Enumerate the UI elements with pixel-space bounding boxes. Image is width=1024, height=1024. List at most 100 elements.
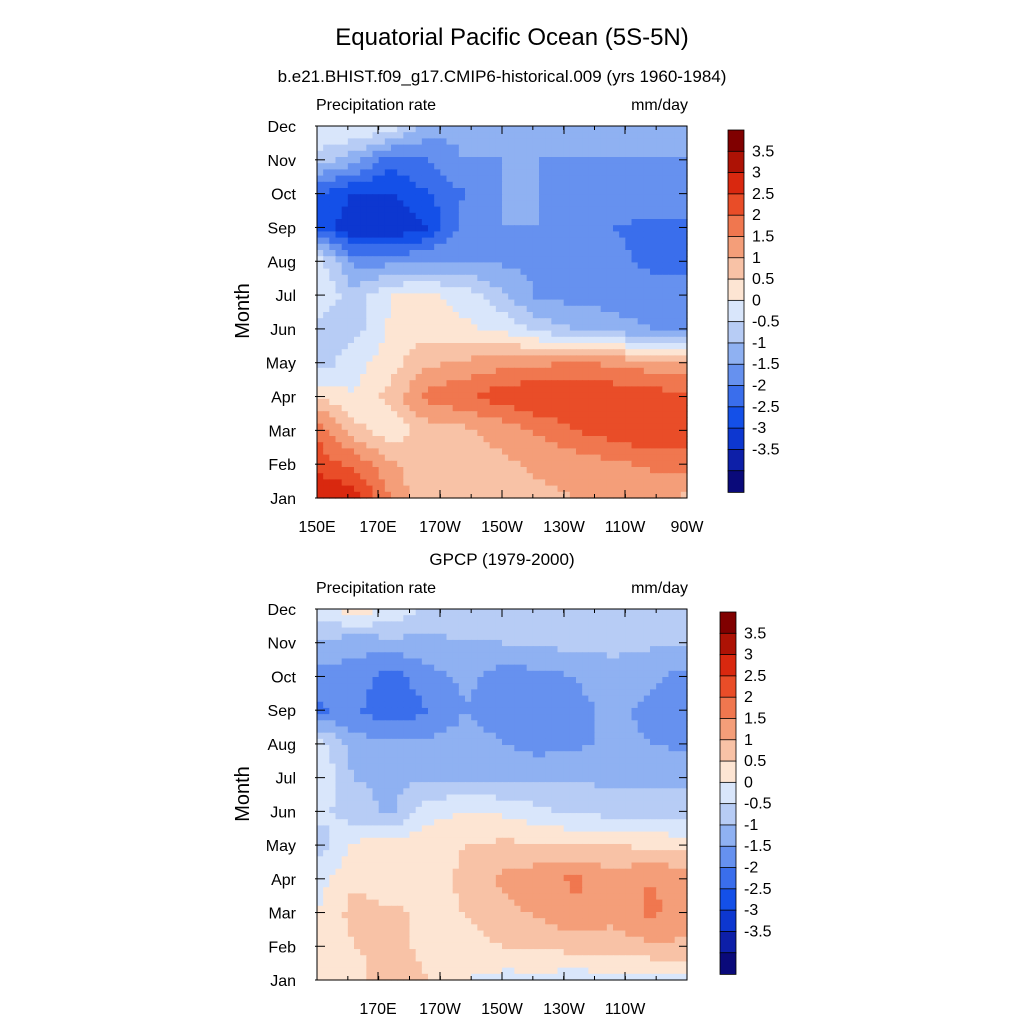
heatmap-cell [563,386,571,394]
heatmap-cell [335,318,343,325]
heatmap-cell [452,324,460,332]
heatmap-cell [680,714,688,721]
heatmap-cell [335,181,343,189]
heatmap-cell [582,318,589,325]
heatmap-cell [508,707,515,715]
heatmap-cell [508,720,515,728]
heatmap-cell [434,318,441,325]
heatmap-cell [458,380,466,387]
heatmap-cell [631,225,639,232]
heatmap-cell [354,436,361,443]
heatmap-cell [372,343,380,350]
heatmap-cell [613,219,620,226]
heatmap-cell [360,726,367,734]
heatmap-cell [323,405,330,412]
heatmap-cell [613,336,620,344]
heatmap-cell [662,274,670,282]
heatmap-cell [569,615,577,622]
heatmap-cell [409,312,417,319]
heatmap-cell [674,689,682,697]
heatmap-cell [391,169,398,177]
heatmap-cell [347,343,355,350]
heatmap-cell [526,150,534,158]
heatmap-cell [613,262,620,270]
heatmap-cell [317,627,324,635]
heatmap-cell [502,262,509,270]
heatmap-cell [483,157,491,164]
heatmap-cell [384,138,392,146]
heatmap-cell [360,219,367,226]
heatmap-cell [631,126,639,133]
heatmap-cell [384,318,392,325]
heatmap-cell [489,386,497,394]
heatmap-cell [576,398,583,406]
heatmap-cell [384,157,392,164]
heatmap-cell [415,479,423,487]
heatmap-cell [656,615,663,622]
heatmap-cell [606,726,614,734]
heatmap-cell [360,621,367,629]
heatmap-cell [551,163,559,170]
heatmap-cell [502,442,509,449]
heatmap-cell [637,670,645,678]
heatmap-cell [378,144,386,152]
heatmap-cell [458,200,466,208]
heatmap-cell [662,689,670,697]
heatmap-cell [378,194,386,201]
heatmap-cell [317,411,324,418]
heatmap-cell [674,714,682,721]
heatmap-cell [551,732,559,740]
heatmap-cell [372,732,380,740]
heatmap-cell [403,175,411,183]
heatmap-cell [483,250,491,257]
heatmap-cell [613,720,620,728]
heatmap-cell [495,720,503,728]
heatmap-cell [323,423,330,431]
heatmap-cell [539,423,546,431]
heatmap-cell [360,312,367,319]
heatmap-cell [631,367,639,375]
heatmap-cell [415,683,423,690]
heatmap-cell [643,361,651,369]
heatmap-cell [637,646,645,653]
heatmap-cell [569,206,577,214]
heatmap-cell [317,318,324,325]
heatmap-cell [600,150,608,158]
heatmap-cell [619,206,626,214]
heatmap-cell [680,707,688,715]
heatmap-cell [625,212,633,220]
heatmap-cell [650,442,657,449]
heatmap-cell [526,181,534,189]
heatmap-cell [354,392,361,400]
heatmap-cell [452,305,460,313]
heatmap-cell [378,336,386,344]
heatmap-cell [397,485,404,493]
heatmap-cell [495,398,503,406]
heatmap-cell [662,652,670,660]
heatmap-cell [354,157,361,164]
heatmap-cell [576,670,583,678]
heatmap-cell [532,188,540,195]
heatmap-cell [477,194,485,201]
heatmap-cell [551,318,559,325]
heatmap-cell [526,212,534,220]
heatmap-cell [428,206,435,214]
heatmap-cell [372,256,380,263]
heatmap-cell [594,349,602,356]
heatmap-cell [631,417,639,425]
heatmap-cell [563,701,571,709]
heatmap-cell [415,169,423,177]
heatmap-cell [477,707,485,715]
heatmap-cell [656,367,663,375]
heatmap-cell [600,132,608,139]
heatmap-cell [569,305,577,313]
heatmap-cell [360,436,367,443]
heatmap-cell [551,243,559,251]
heatmap-cell [323,330,330,338]
heatmap-cell [625,355,633,363]
heatmap-cell [594,664,602,672]
heatmap-cell [600,212,608,220]
heatmap-cell [551,633,559,641]
heatmap-cell [650,386,657,394]
heatmap-cell [397,349,404,356]
